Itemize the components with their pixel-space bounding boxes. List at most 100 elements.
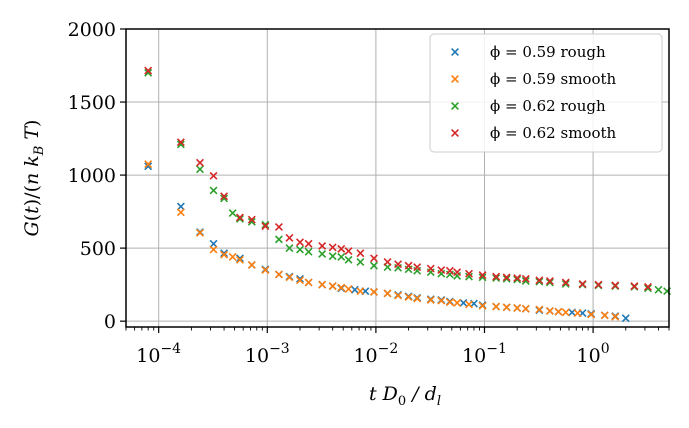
data-point: [285, 233, 294, 242]
data-point: [370, 287, 378, 296]
data-point: [426, 296, 435, 304]
data-point: [344, 285, 353, 293]
data-point: [554, 307, 563, 316]
data-point: [513, 275, 522, 284]
data-point: [337, 283, 346, 292]
data-point: [545, 278, 554, 287]
y-tick-label: 1000: [68, 165, 116, 187]
y-tick-labels: 0 500 1000 1500 2000: [68, 19, 116, 333]
data-point: [594, 280, 603, 289]
data-point: [413, 263, 422, 272]
data-point: [274, 270, 283, 279]
legend: ϕ = 0.59 rough ϕ = 0.59 smooth ϕ = 0.62 ro…: [429, 33, 663, 153]
y-tick-label: 500: [80, 238, 116, 260]
legend-box: [429, 33, 663, 153]
data-point: [176, 202, 185, 211]
data-point: [285, 244, 294, 253]
data-point: [587, 310, 596, 319]
data-point: [274, 235, 283, 244]
data-point: [611, 312, 620, 321]
data-point: [611, 281, 620, 290]
data-point: [492, 274, 501, 283]
data-point: [220, 194, 229, 203]
data-point: [370, 254, 378, 263]
legend-marker: [451, 48, 459, 56]
data-point: [209, 186, 218, 195]
x-tick-label: 100: [577, 341, 610, 367]
data-point: [502, 274, 511, 283]
data-point: [445, 298, 454, 307]
data-point: [621, 314, 630, 323]
data-point: [328, 243, 337, 252]
data-point: [453, 298, 462, 307]
data-point: [465, 272, 473, 281]
data-point: [545, 277, 554, 285]
data-point: [196, 165, 204, 174]
data-point: [478, 301, 487, 310]
y-tick-label: 1500: [68, 92, 116, 114]
data-point: [521, 274, 530, 283]
data-point: [261, 266, 270, 274]
x-tick-label: 10−3: [245, 341, 290, 367]
data-point: [304, 239, 313, 248]
x-tick-label: 10−4: [136, 341, 181, 367]
data-point: [220, 249, 229, 258]
data-point: [176, 140, 185, 149]
data-point: [328, 282, 337, 291]
data-point: [370, 261, 378, 270]
data-point: [643, 282, 652, 291]
data-point: [561, 278, 570, 287]
data-point: [261, 222, 270, 231]
data-point: [235, 254, 244, 263]
data-point: [478, 273, 487, 282]
data-point: [513, 304, 522, 312]
data-point: [404, 261, 413, 270]
data-point: [296, 276, 304, 285]
series-group: [144, 162, 630, 323]
x-tick-labels: 10−4 10−3 10−2 10−1 100: [136, 341, 609, 367]
series-group: [144, 160, 620, 321]
data-point: [220, 250, 229, 259]
data-point: [521, 277, 530, 285]
data-point: [465, 269, 473, 278]
data-point: [356, 249, 365, 258]
legend-label: ϕ = 0.59 smooth: [490, 70, 617, 88]
data-point: [459, 298, 468, 307]
data-point: [404, 293, 413, 302]
data-point: [561, 279, 570, 288]
data-point: [344, 247, 353, 256]
series-group: [144, 66, 652, 291]
x-tick-label: 10−1: [462, 341, 507, 367]
data-point: [209, 239, 218, 248]
data-point: [413, 294, 422, 303]
data-point: [144, 160, 153, 169]
data-point: [296, 238, 304, 247]
data-point: [144, 68, 153, 77]
data-point: [247, 217, 256, 226]
data-point: [535, 277, 544, 286]
x-axis-label: t D0 / dl: [369, 383, 441, 409]
data-point: [383, 289, 392, 298]
data-point: [492, 302, 501, 311]
data-point: [304, 247, 313, 256]
data-point: [502, 273, 511, 282]
data-point: [437, 266, 446, 274]
data-point: [228, 252, 237, 261]
data-point: [176, 208, 185, 217]
y-tick-label: 2000: [68, 19, 116, 41]
legend-label: ϕ = 0.62 smooth: [490, 124, 617, 142]
data-points: [144, 66, 672, 323]
axis-ticks: [120, 28, 670, 333]
data-point: [492, 272, 501, 281]
y-axis-label: G(t)/(n kB T): [21, 120, 47, 237]
data-point: [247, 215, 256, 224]
data-point: [318, 280, 327, 289]
data-point: [285, 273, 294, 282]
y-tick-label: 0: [104, 311, 116, 333]
data-point: [356, 258, 365, 266]
data-point: [344, 255, 353, 264]
data-point: [176, 138, 185, 147]
data-point: [478, 271, 487, 280]
legend-marker: [451, 129, 459, 137]
data-point: [383, 258, 392, 266]
